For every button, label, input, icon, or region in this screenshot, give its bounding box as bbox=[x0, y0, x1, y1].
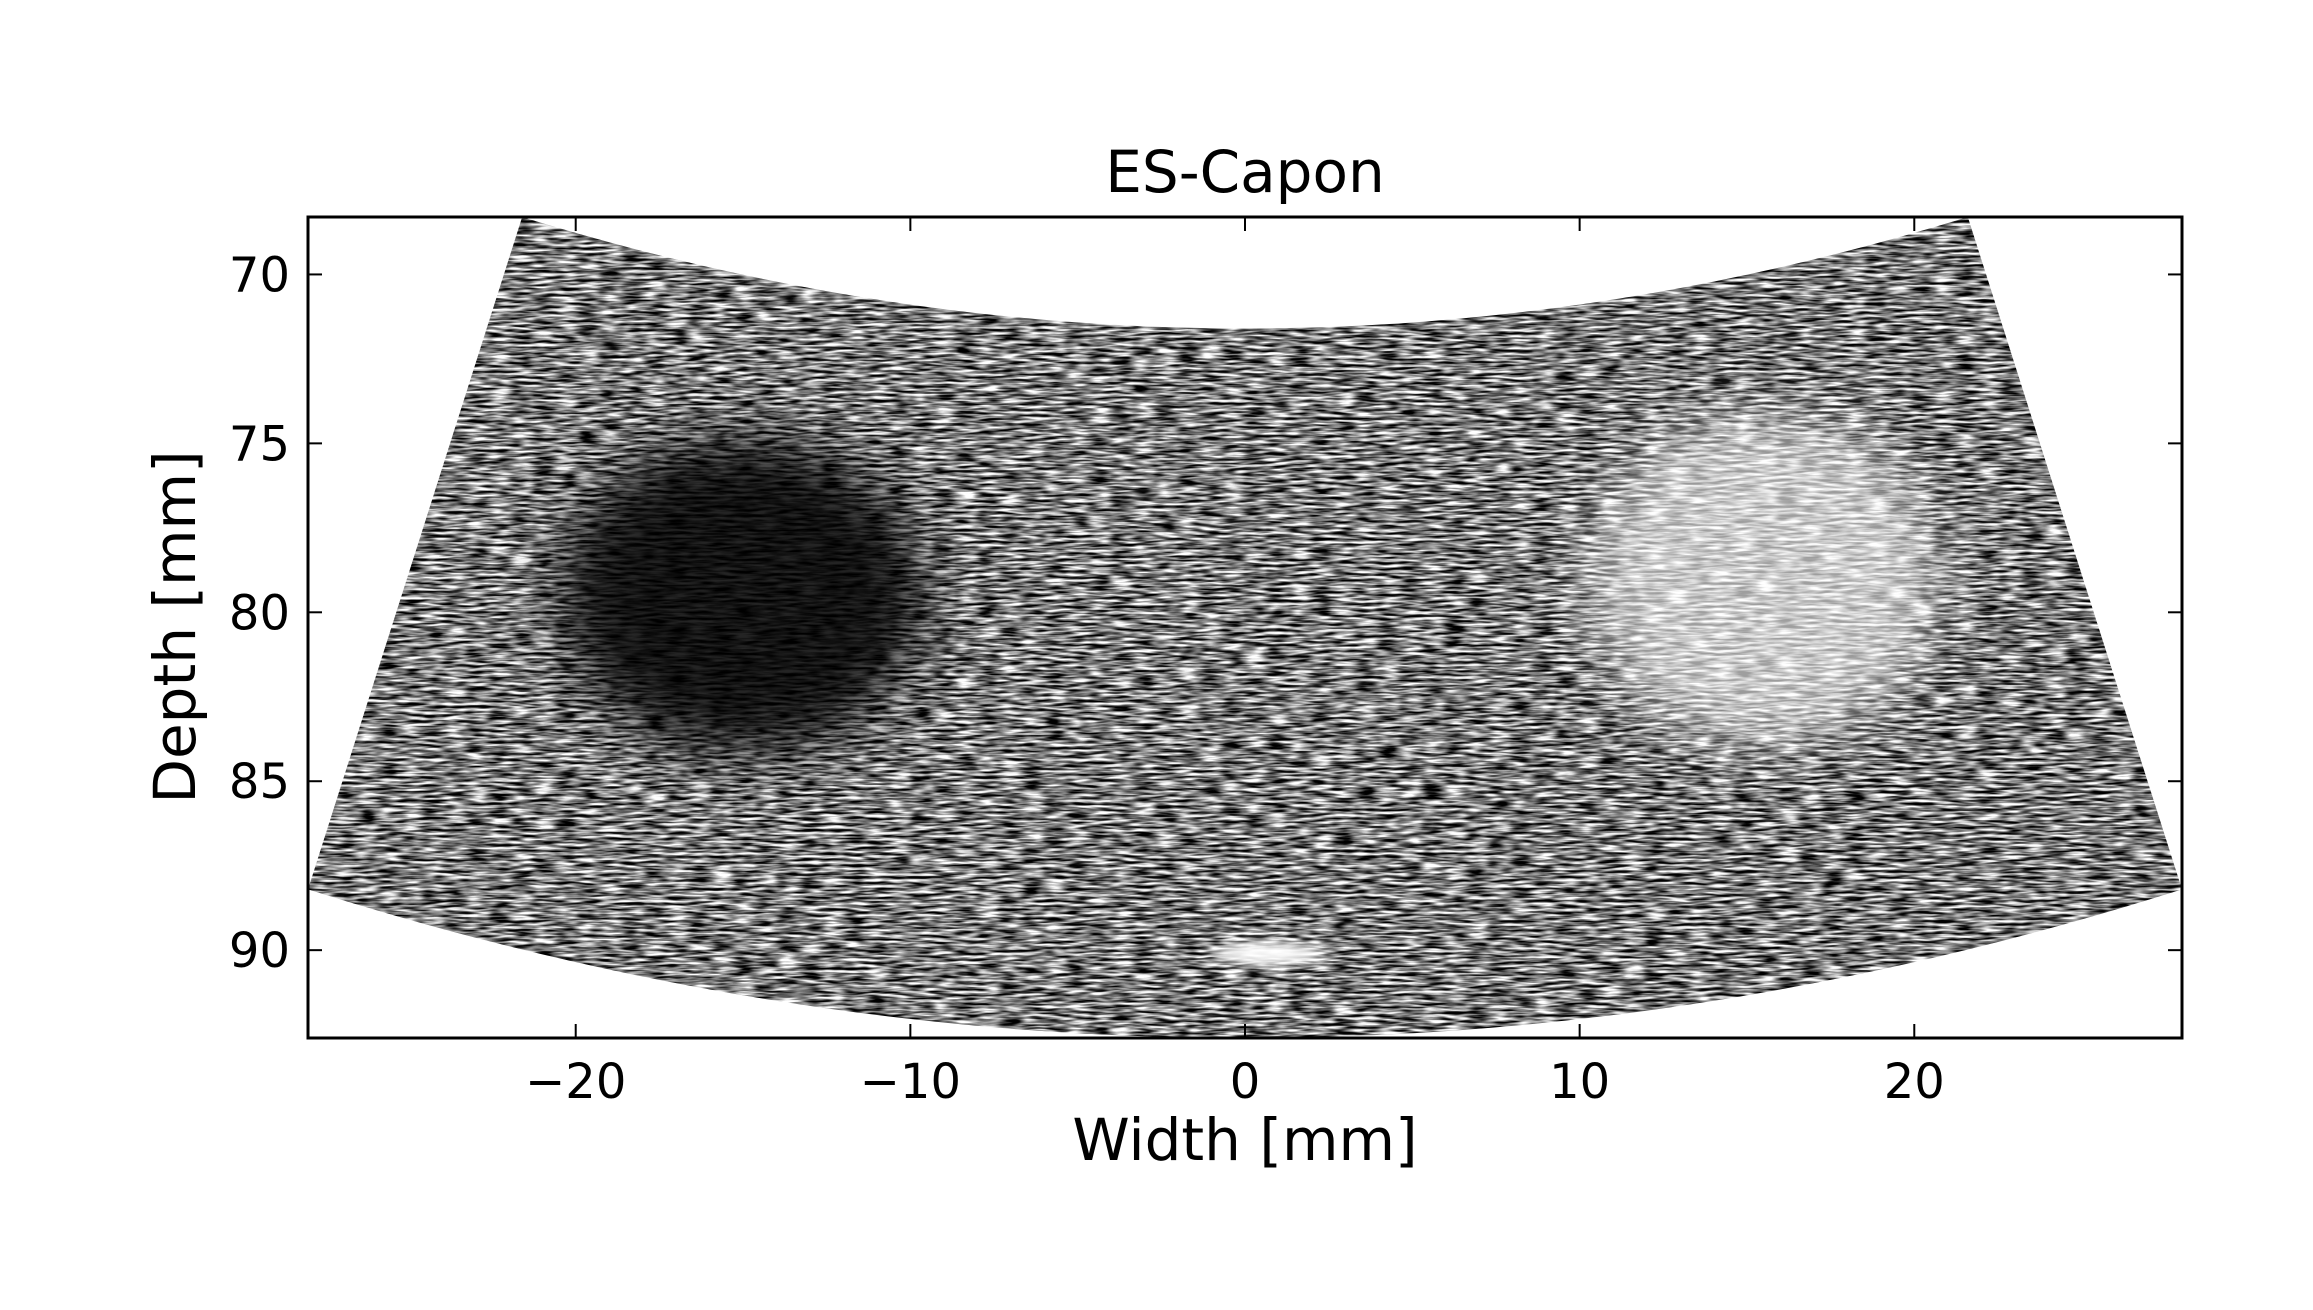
point-target bbox=[1213, 941, 1324, 966]
bright-region bbox=[1586, 410, 1942, 748]
ultrasound-sector bbox=[308, 217, 2182, 1038]
y-tick-label: 75 bbox=[229, 416, 290, 472]
y-tick-label: 85 bbox=[229, 754, 290, 810]
y-axis-label: Depth [mm] bbox=[141, 450, 209, 803]
y-axis-ticks: 70 75 80 85 90 bbox=[229, 247, 2182, 979]
chart-title: ES-Capon bbox=[1105, 138, 1385, 206]
x-tick-label: 0 bbox=[1230, 1054, 1261, 1110]
region-layer bbox=[560, 410, 1942, 966]
cyst-region bbox=[560, 435, 926, 756]
x-axis-ticks: −20 −10 0 10 20 bbox=[525, 217, 1945, 1110]
x-tick-label: −20 bbox=[525, 1054, 626, 1110]
x-tick-label: 20 bbox=[1884, 1054, 1945, 1110]
x-axis-label: Width [mm] bbox=[1072, 1106, 1417, 1174]
x-tick-label: 10 bbox=[1549, 1054, 1610, 1110]
x-tick-label: −10 bbox=[860, 1054, 961, 1110]
y-tick-label: 70 bbox=[229, 247, 290, 303]
plot-area bbox=[308, 217, 2182, 1038]
y-tick-label: 90 bbox=[229, 923, 290, 979]
y-tick-label: 80 bbox=[229, 585, 290, 641]
